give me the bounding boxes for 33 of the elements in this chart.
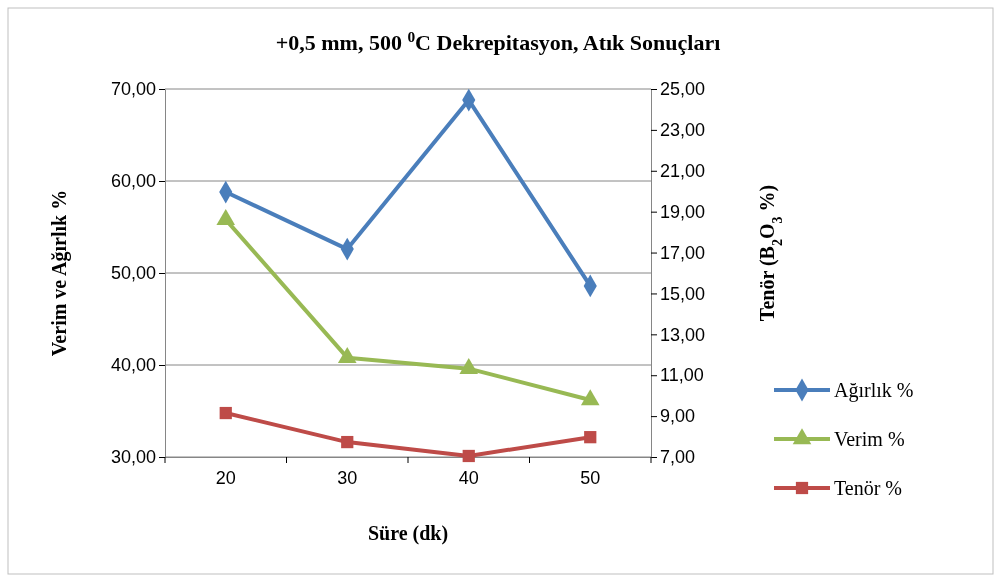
y-tick-label: 60,00	[110, 171, 156, 192]
y2-tick-label: 11,00	[660, 365, 704, 386]
legend-label: Tenör %	[834, 477, 903, 499]
y2-tick-label: 7,00	[660, 447, 696, 468]
point	[219, 406, 232, 420]
legend-label: Ağırlık %	[834, 379, 914, 402]
point	[462, 449, 475, 463]
x-tick-label: 20	[215, 467, 236, 488]
point	[584, 431, 597, 444]
y2-tick-label: 25,00	[660, 79, 706, 100]
point	[459, 357, 479, 375]
y-tick-label: 40,00	[110, 355, 156, 376]
y2-tick-label: 17,00	[660, 242, 706, 263]
chart-title: +0,5 mm, 500 $^{0}$C Dekrepitasyon, Atık Sonuçları	[275, 27, 721, 55]
y2-tick-label: 15,00	[660, 283, 706, 304]
point	[341, 435, 354, 449]
x-tick-label: 50	[580, 467, 601, 488]
point	[337, 346, 357, 364]
x-tick-label: 30	[337, 467, 358, 488]
y2-tick-label: 23,00	[660, 120, 706, 141]
point	[216, 208, 236, 226]
legend-label: Verim %	[834, 428, 905, 450]
point	[580, 389, 600, 406]
y-tick-label: 50,00	[110, 263, 156, 284]
x-axis-title: Süre (dk)	[367, 522, 449, 545]
y-tick-label: 30,00	[110, 447, 156, 468]
y2-tick-label: 13,00	[660, 324, 706, 345]
y2-tick-label: 9,00	[660, 406, 696, 427]
y2-tick-label: 21,00	[660, 161, 706, 182]
y-tick-label: 70,00	[110, 79, 156, 100]
y2-tick-label: 19,00	[660, 201, 706, 222]
x-tick-label: 40	[458, 467, 479, 488]
y-axis-title: Verim ve Ağırlık %	[48, 189, 71, 357]
